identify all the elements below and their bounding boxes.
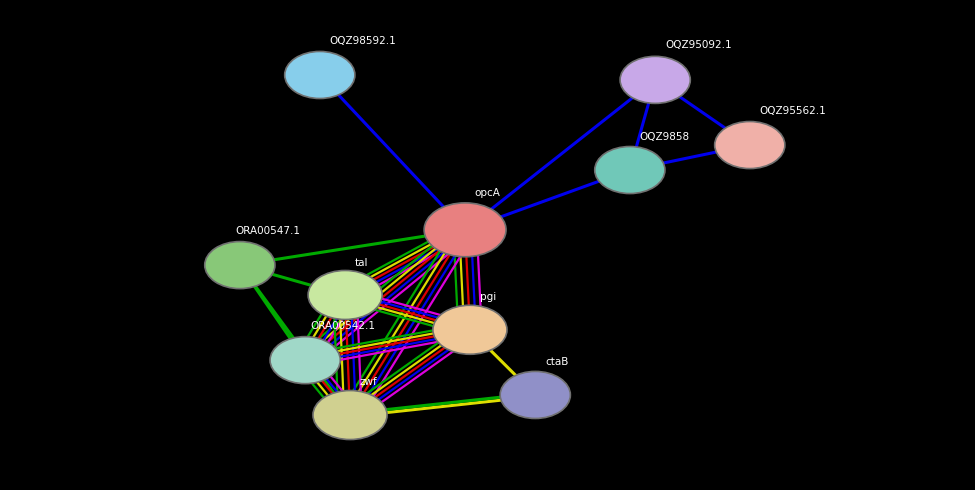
Ellipse shape [715,122,785,169]
Ellipse shape [205,242,275,289]
Text: OQZ9858: OQZ9858 [640,132,689,142]
Text: zwf: zwf [360,377,377,387]
Text: OQZ95092.1: OQZ95092.1 [665,41,731,50]
Text: tal: tal [355,258,369,268]
Text: OQZ98592.1: OQZ98592.1 [330,36,396,46]
Ellipse shape [308,270,382,319]
Ellipse shape [270,337,340,384]
Text: pgi: pgi [480,292,496,302]
Ellipse shape [500,371,570,418]
Text: ORA00547.1: ORA00547.1 [235,226,300,236]
Ellipse shape [285,51,355,98]
Text: OQZ95562.1: OQZ95562.1 [760,106,826,116]
Ellipse shape [595,147,665,194]
Ellipse shape [620,56,690,103]
Ellipse shape [433,305,507,354]
Text: ORA00542.1: ORA00542.1 [310,321,375,331]
Text: opcA: opcA [475,188,501,198]
Ellipse shape [424,203,506,257]
Ellipse shape [313,391,387,440]
Text: ctaB: ctaB [545,357,568,367]
